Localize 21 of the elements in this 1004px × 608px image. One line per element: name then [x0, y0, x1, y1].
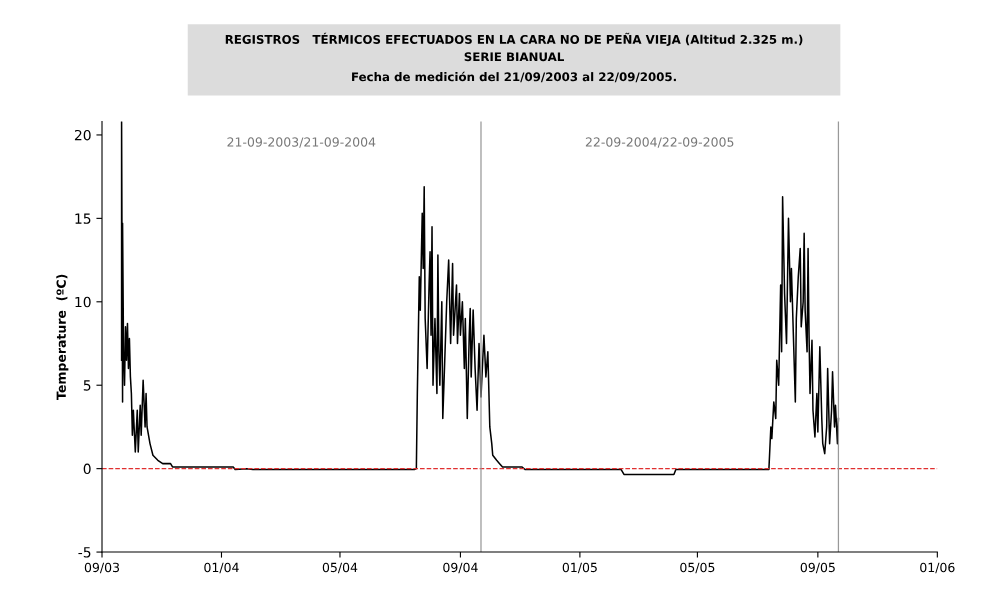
x-tick-label: 01/05: [562, 562, 597, 574]
x-tick-label: 05/04: [322, 562, 358, 574]
y-tick-label: 0: [83, 463, 91, 475]
y-tick-label: 10: [75, 296, 91, 308]
y-tick-label: -5: [78, 547, 91, 558]
x-tick-label: 01/04: [204, 562, 239, 574]
x-tick-label: 01/06: [920, 562, 955, 574]
x-tick-label: 09/05: [800, 562, 835, 574]
annotation: 21-09-2003/21-09-2004: [227, 137, 376, 148]
text: Fecha de medición del 21/09/2003 al 22/09/2005.: [352, 71, 676, 83]
x-tick-label: 09/03: [84, 562, 120, 574]
x-tick-label: 05/05: [680, 562, 715, 574]
line-series: [120, 121, 840, 476]
x-tick-label: 09/04: [443, 562, 478, 574]
y-tick-label: 15: [75, 213, 91, 224]
y-axis-title: Temperature (ºC): [56, 274, 69, 400]
y-tick-label: 5: [83, 380, 91, 391]
chart-title: REGISTROS TÉRMICOS EFECTUADOS EN LA CARA NO DE PEÑA VIEJA (Altitud 2.325 m.): [225, 32, 803, 47]
chart-subtitle: SERIE BIANUAL: [464, 52, 564, 62]
annotation: 22-09-2004/22-09-2005: [585, 137, 734, 148]
y-tick-label: 20: [74, 129, 91, 141]
